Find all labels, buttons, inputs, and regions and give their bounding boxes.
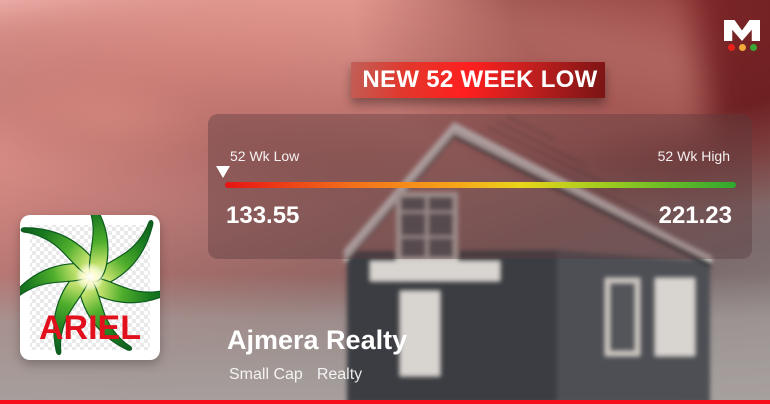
svg-text:ARIEL: ARIEL [39, 309, 141, 347]
